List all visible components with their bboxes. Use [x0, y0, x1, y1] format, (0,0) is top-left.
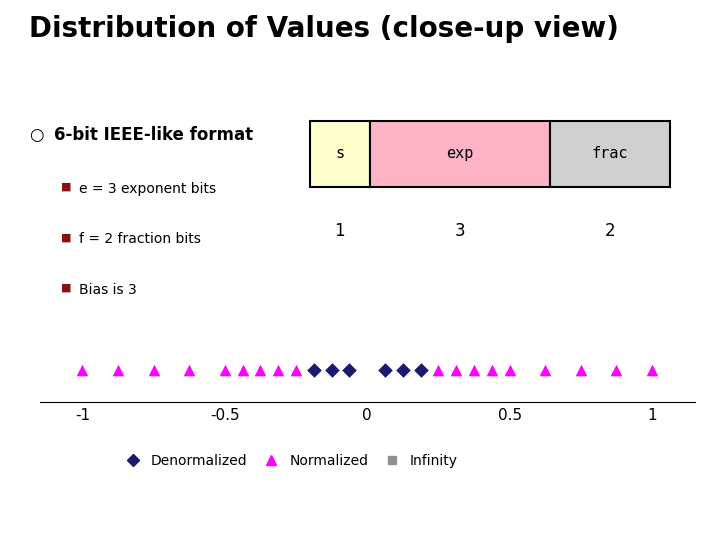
Point [611, 366, 622, 375]
Point [433, 366, 444, 375]
Text: ■: ■ [61, 232, 72, 242]
Point [343, 366, 355, 375]
Point [486, 366, 498, 375]
Text: Bias is 3: Bias is 3 [79, 283, 137, 297]
Point [539, 366, 551, 375]
Point [468, 366, 480, 375]
Text: e = 3 exponent bits: e = 3 exponent bits [79, 182, 216, 196]
Point [647, 366, 658, 375]
Text: ○: ○ [29, 126, 43, 144]
Text: frac: frac [591, 146, 628, 161]
Point [379, 366, 391, 375]
Point [219, 366, 230, 375]
Point [290, 366, 302, 375]
Point [255, 366, 266, 375]
Text: Distribution of Values (close-up view): Distribution of Values (close-up view) [29, 15, 618, 43]
Text: 6-bit IEEE-like format: 6-bit IEEE-like format [54, 126, 253, 144]
Point [148, 366, 159, 375]
Bar [369, 121, 549, 187]
Point [451, 366, 462, 375]
Text: s: s [335, 146, 344, 161]
Bar [549, 121, 670, 187]
Point [237, 366, 248, 375]
Text: 1: 1 [334, 222, 345, 240]
Text: 3: 3 [454, 222, 465, 240]
Point [504, 366, 516, 375]
Text: ■: ■ [61, 182, 72, 192]
Point [397, 366, 408, 375]
Point [184, 366, 195, 375]
Text: exp: exp [446, 146, 473, 161]
Legend: Denormalized, Normalized, Infinity: Denormalized, Normalized, Infinity [114, 448, 464, 474]
Text: ■: ■ [61, 283, 72, 293]
Text: 2: 2 [604, 222, 615, 240]
Bar [310, 121, 369, 187]
Point [415, 366, 426, 375]
Point [308, 366, 320, 375]
Text: f = 2 fraction bits: f = 2 fraction bits [79, 232, 201, 246]
Point [76, 366, 88, 375]
Point [326, 366, 338, 375]
Point [112, 366, 124, 375]
Point [575, 366, 587, 375]
Point [272, 366, 284, 375]
